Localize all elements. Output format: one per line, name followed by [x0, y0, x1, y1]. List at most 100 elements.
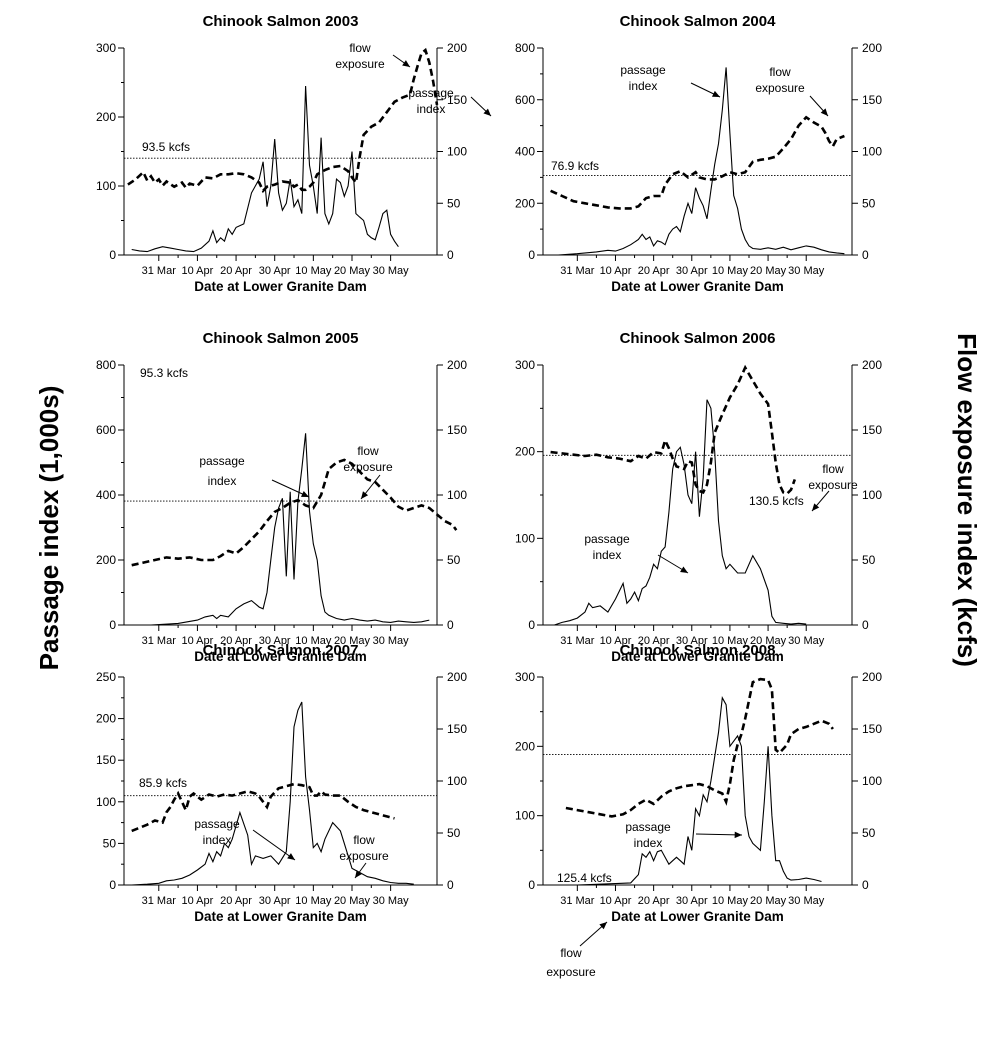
- chart-panel-2: Chinook Salmon 2004 0 200 400 600 800 0 50 100 15…: [515, 13, 882, 294]
- x-tick-label: 10 Apr: [600, 635, 632, 647]
- left-tick-label: 50: [103, 836, 117, 850]
- chart-panel-6: Chinook Salmon 2008 0 100 200 300 0 50 100 150 20…: [515, 642, 882, 979]
- left-tick-label: 0: [528, 618, 535, 632]
- x-tick-label: 31 Mar: [560, 265, 595, 277]
- x-tick-label: 20 Apr: [220, 635, 252, 647]
- passage-index-line: [131, 85, 399, 253]
- left-axis-label: Passage index (1,000s): [34, 386, 64, 671]
- right-tick-label: 100: [447, 488, 467, 502]
- right-tick-label: 50: [447, 196, 461, 210]
- x-tick-label: 20 May: [334, 265, 371, 277]
- flow-exposure-line: [550, 364, 797, 496]
- x-tick-label: 30 Apr: [259, 265, 291, 277]
- right-tick-label: 50: [447, 826, 461, 840]
- right-tick-label: 100: [862, 774, 882, 788]
- annotation-arrowhead: [812, 503, 820, 511]
- x-tick-label: 10 May: [295, 635, 332, 647]
- passage-index-line: [558, 67, 845, 256]
- left-tick-label: 400: [515, 145, 535, 159]
- left-tick-label: 800: [515, 41, 535, 55]
- right-tick-label: 100: [447, 145, 467, 159]
- chart-title: Chinook Salmon 2008: [620, 642, 776, 659]
- flow-exposure-line: [131, 458, 458, 567]
- right-tick-label: 150: [862, 722, 882, 736]
- x-tick-label: 10 Apr: [600, 265, 632, 277]
- reference-line-label: 76.9 kcfs: [551, 159, 599, 173]
- left-tick-label: 300: [96, 41, 116, 55]
- right-tick-label: 100: [862, 145, 882, 159]
- chart-title: Chinook Salmon 2006: [620, 330, 776, 347]
- right-tick-label: 200: [862, 358, 882, 372]
- chart-panel-5: Chinook Salmon 2007 0 50 100 150 200 250 0 50 100…: [96, 642, 467, 924]
- passage-annotation: index: [634, 836, 663, 850]
- reference-line-label: 95.3 kcfs: [140, 366, 188, 380]
- x-axis-title: Date at Lower Granite Dam: [611, 279, 784, 294]
- annotation-arrowhead: [402, 60, 410, 67]
- passage-annotation: index: [208, 474, 237, 488]
- x-tick-label: 10 Apr: [182, 635, 214, 647]
- x-tick-label: 10 May: [295, 895, 332, 907]
- x-tick-label: 20 Apr: [638, 265, 670, 277]
- flow-annotation: exposure: [808, 478, 858, 492]
- x-tick-label: 31 Mar: [142, 895, 177, 907]
- x-tick-label: 10 Apr: [600, 895, 632, 907]
- passage-annotation: passage: [199, 454, 245, 468]
- passage-annotation: passage: [408, 86, 454, 100]
- x-tick-label: 30 May: [373, 895, 410, 907]
- x-axis-title: Date at Lower Granite Dam: [194, 649, 367, 664]
- x-tick-label: 31 Mar: [560, 635, 595, 647]
- passage-annotation: index: [629, 79, 658, 93]
- x-tick-label: 20 Apr: [220, 895, 252, 907]
- x-axis-title: Date at Lower Granite Dam: [194, 279, 367, 294]
- flow-annotation: exposure: [335, 57, 385, 71]
- right-tick-label: 50: [862, 196, 876, 210]
- passage-annotation: index: [417, 102, 446, 116]
- left-tick-label: 100: [96, 795, 116, 809]
- x-tick-label: 20 May: [334, 895, 371, 907]
- flow-annotation: flow: [560, 946, 582, 960]
- right-tick-label: 0: [862, 878, 869, 892]
- passage-arrow: [695, 833, 743, 836]
- x-tick-label: 31 Mar: [560, 895, 595, 907]
- right-tick-label: 0: [447, 248, 454, 262]
- annotation-arrowhead: [483, 108, 491, 116]
- passage-arrow: [252, 829, 296, 861]
- left-tick-label: 0: [109, 248, 116, 262]
- right-tick-label: 150: [447, 722, 467, 736]
- annotation-arrowhead: [301, 490, 309, 497]
- annotation-arrowhead: [820, 108, 828, 116]
- annotation-arrowhead: [680, 566, 688, 573]
- right-axis-label: Flow exposure index (kcfs): [952, 333, 982, 667]
- passage-index-line: [577, 696, 822, 886]
- x-tick-label: 30 May: [788, 635, 825, 647]
- chart-panel-3: Chinook Salmon 2005 0 200 400 600 800 0 50 100 15…: [96, 330, 467, 664]
- left-tick-label: 100: [515, 809, 535, 823]
- x-tick-label: 30 Apr: [676, 265, 708, 277]
- left-tick-label: 0: [109, 618, 116, 632]
- x-tick-label: 10 May: [712, 265, 749, 277]
- annotation-arrowhead: [287, 853, 295, 860]
- left-tick-label: 200: [515, 739, 535, 753]
- x-tick-label: 30 Apr: [259, 635, 291, 647]
- flow-exposure-line: [565, 677, 834, 818]
- left-tick-label: 800: [96, 358, 116, 372]
- chart-title: Chinook Salmon 2007: [203, 642, 359, 659]
- left-tick-label: 600: [515, 93, 535, 107]
- passage-annotation: index: [593, 548, 622, 562]
- flow-exposure-line: [550, 115, 845, 210]
- right-tick-label: 0: [862, 618, 869, 632]
- right-tick-label: 200: [447, 670, 467, 684]
- left-tick-label: 150: [96, 753, 116, 767]
- left-tick-label: 0: [528, 878, 535, 892]
- x-tick-label: 30 May: [788, 265, 825, 277]
- right-tick-label: 100: [862, 488, 882, 502]
- right-tick-label: 0: [447, 618, 454, 632]
- right-tick-label: 150: [862, 423, 882, 437]
- right-tick-label: 50: [862, 553, 876, 567]
- flow-annotation: exposure: [339, 849, 389, 863]
- x-tick-label: 31 Mar: [142, 265, 177, 277]
- passage-annotation: passage: [620, 63, 666, 77]
- left-tick-label: 600: [96, 423, 116, 437]
- x-tick-label: 30 Apr: [259, 895, 291, 907]
- flow-exposure-line: [127, 47, 439, 194]
